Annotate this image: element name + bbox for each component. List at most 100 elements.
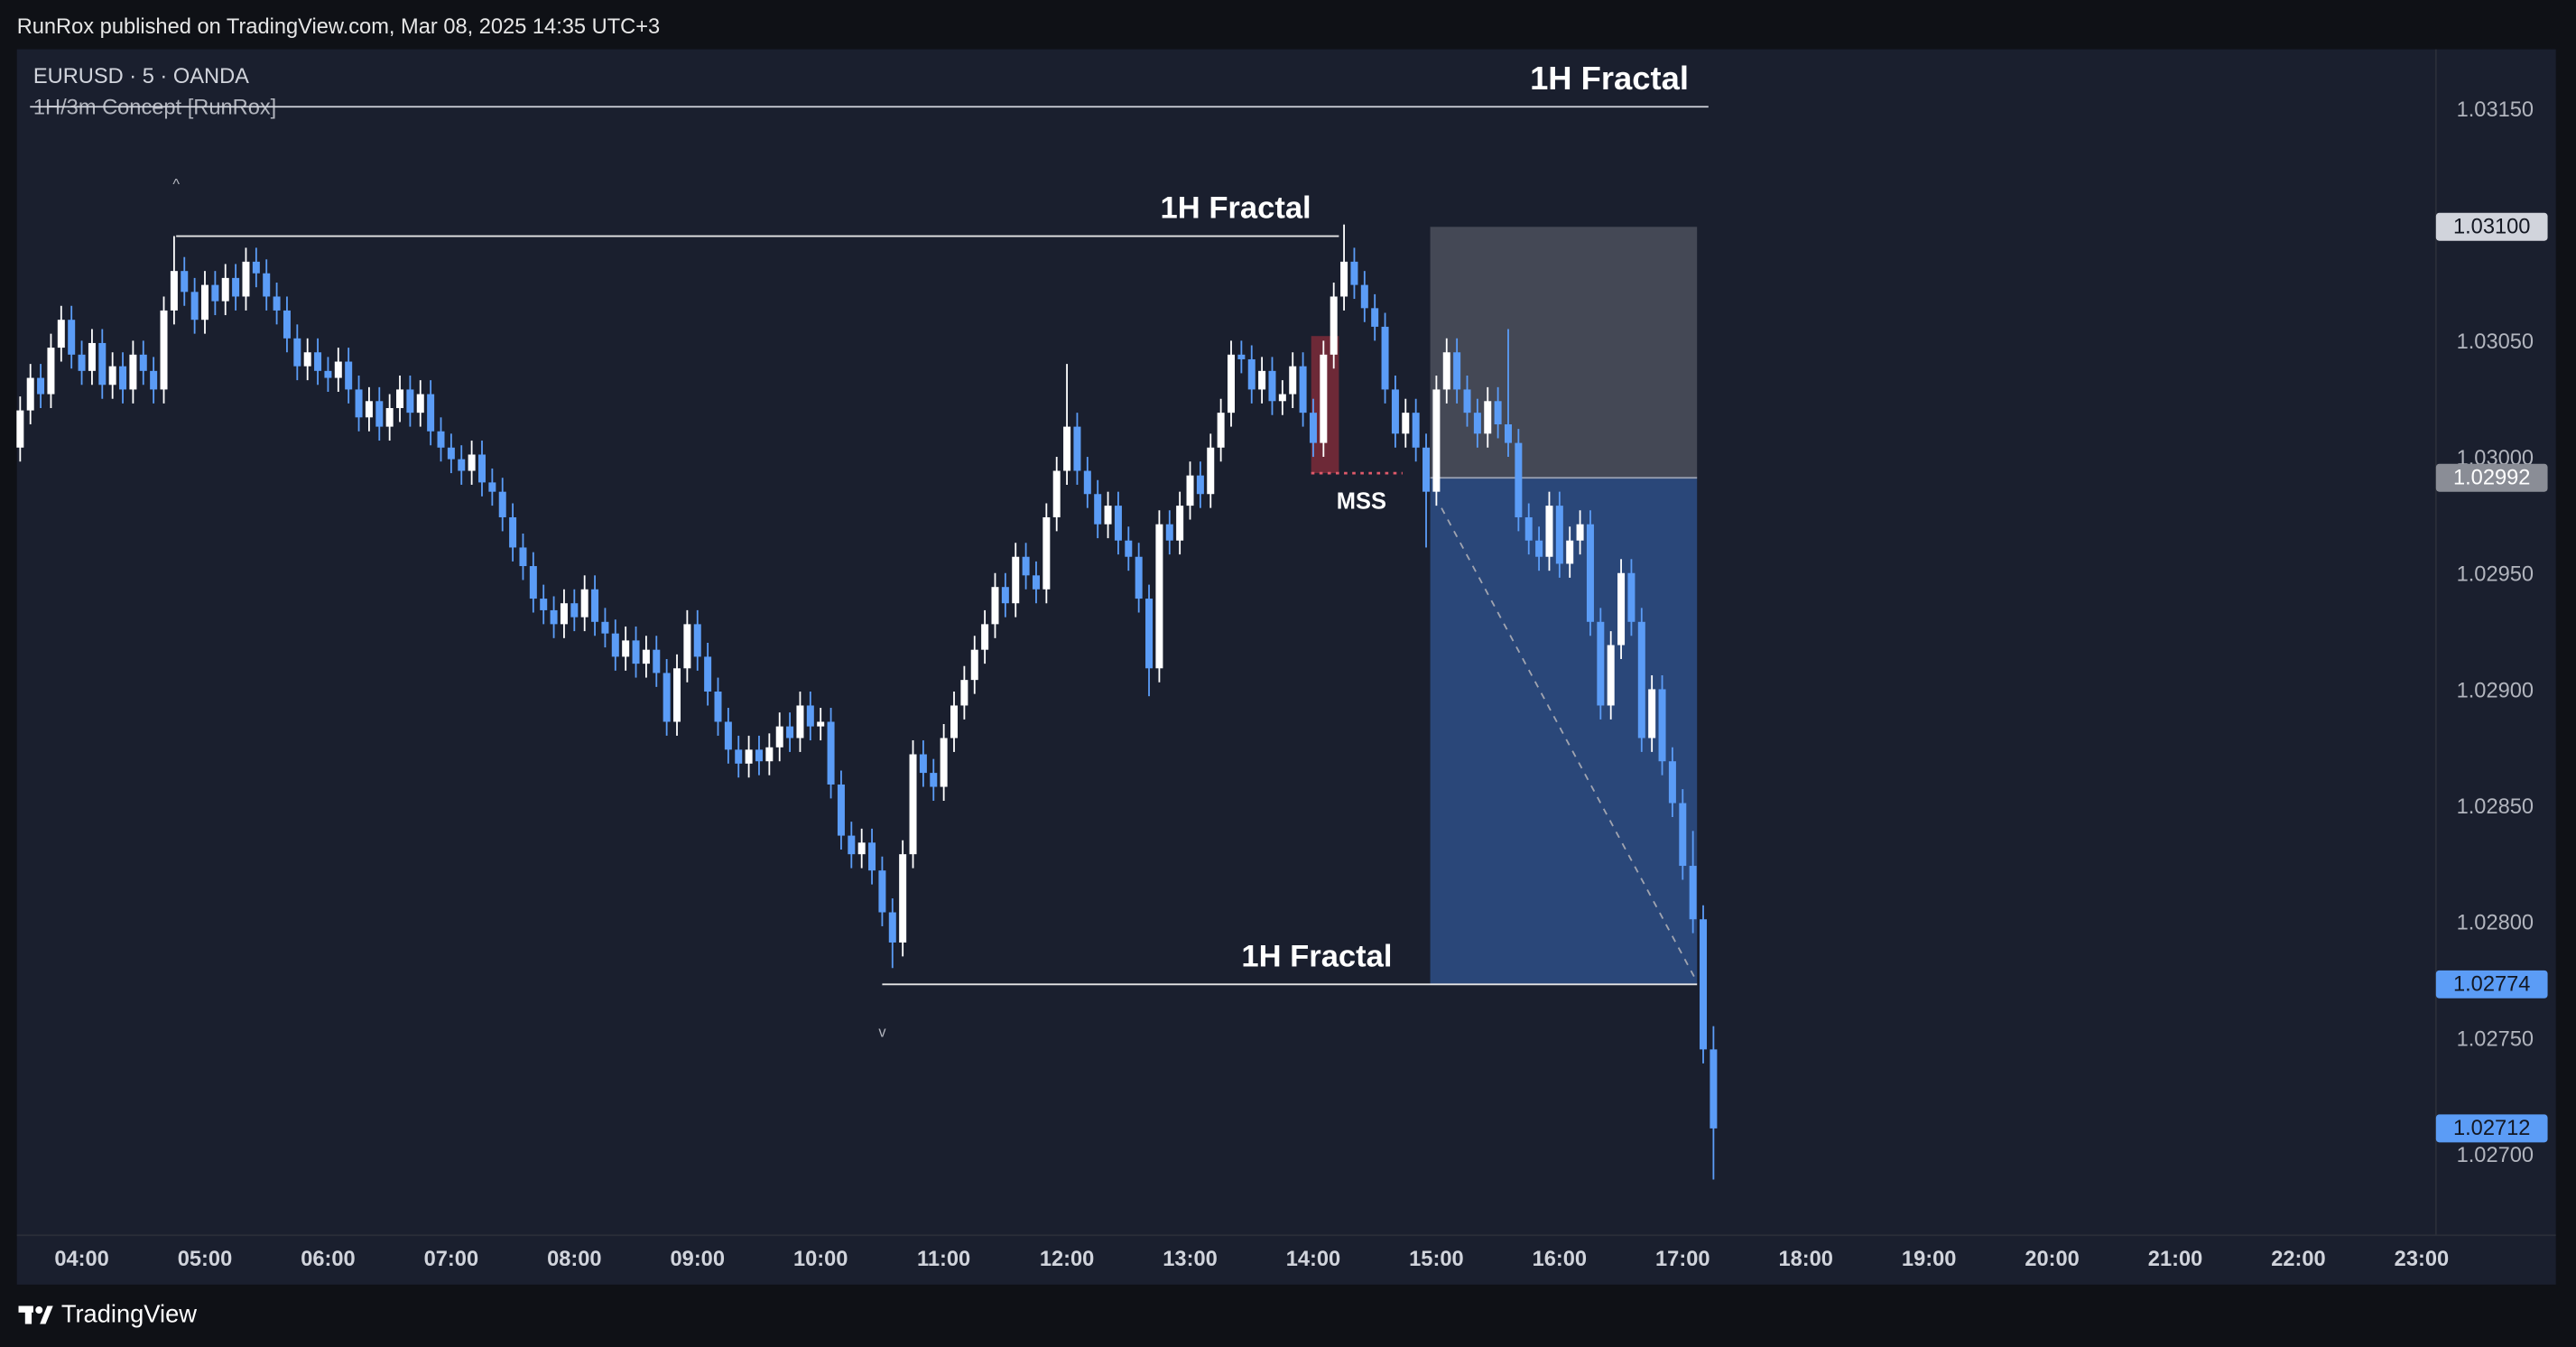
candle-body [848, 835, 856, 855]
candle-body [211, 284, 219, 302]
candle-body [540, 599, 548, 610]
candle-body [1340, 261, 1348, 297]
x-tick-label: 08:00 [547, 1248, 601, 1271]
y-tick-label: 1.03150 [2457, 98, 2534, 122]
price-badge [2435, 1114, 2548, 1143]
price-badge [2435, 212, 2548, 241]
candle-body [1442, 352, 1450, 390]
candle-body [1125, 540, 1133, 557]
candle-body [909, 754, 917, 855]
candle-body [960, 680, 968, 706]
candle-body [190, 292, 199, 320]
candle-body [396, 389, 404, 409]
candle-body [1320, 354, 1328, 443]
y-tick-label: 1.02800 [2457, 912, 2534, 935]
candle-body [345, 361, 353, 390]
candle-body [1648, 689, 1656, 739]
candle-body [1330, 296, 1338, 355]
candle-body [981, 624, 989, 650]
candle-body [16, 410, 24, 448]
candle-body [1165, 524, 1173, 541]
candle-body [1494, 401, 1502, 425]
candle-body [427, 394, 435, 432]
y-tick-label: 1.02750 [2457, 1027, 2534, 1051]
candle-body [1607, 645, 1615, 706]
candle-body [775, 726, 783, 748]
candle-body [1597, 621, 1605, 706]
candle-body [796, 705, 804, 739]
price-badge-label: 1.02774 [2453, 972, 2530, 996]
candle-body [1700, 919, 1708, 1050]
candle-body [868, 842, 876, 871]
candle-body [1012, 556, 1020, 604]
fractal-marker: v [878, 1025, 886, 1041]
y-tick-label: 1.02950 [2457, 563, 2534, 587]
candle-body [1535, 540, 1543, 557]
x-tick-label: 17:00 [1655, 1248, 1710, 1271]
candle-body [714, 692, 722, 722]
candle-body [88, 342, 96, 371]
indicator-title: 1H Fractal [1530, 60, 1689, 97]
candle-body [78, 354, 86, 371]
candle-body [1052, 470, 1061, 517]
candle-body [1391, 389, 1399, 434]
candle-body [1473, 413, 1481, 434]
candle-body [1258, 370, 1266, 390]
candle-body [1412, 413, 1420, 448]
candle-body [1309, 413, 1317, 443]
candle-body [580, 589, 588, 618]
candle-body [1032, 575, 1040, 590]
candle-body [1001, 587, 1009, 604]
candle-body [888, 912, 896, 943]
candle-body [591, 589, 599, 622]
candle-body [673, 668, 681, 722]
candle-body [458, 459, 466, 471]
fractal-marker: ^ [172, 176, 180, 192]
candle-body [437, 431, 445, 448]
candle-body [47, 348, 55, 395]
candle-body [991, 587, 999, 625]
candle-body [1196, 475, 1204, 495]
candle-body [1350, 261, 1358, 285]
candle-body [1268, 370, 1276, 402]
candle-body [181, 271, 189, 293]
candle-body [1617, 572, 1626, 646]
candle-body [1422, 447, 1431, 492]
mss-label: MSS [1337, 489, 1386, 515]
candle-body [570, 603, 579, 618]
y-tick-label: 1.02850 [2457, 795, 2534, 819]
x-tick-label: 15:00 [1409, 1248, 1463, 1271]
candle-body [488, 482, 496, 492]
x-tick-label: 20:00 [2025, 1248, 2079, 1271]
candle-body [735, 749, 743, 764]
candle-body [1114, 506, 1122, 541]
candle-body [1176, 506, 1184, 541]
x-tick-label: 18:00 [1778, 1248, 1832, 1271]
candle-body [139, 354, 147, 371]
candle-body [653, 649, 661, 674]
x-tick-label: 14:00 [1286, 1248, 1340, 1271]
candle-body [406, 389, 414, 413]
candle-body [878, 870, 886, 913]
candle-body [314, 352, 322, 371]
y-tick-label: 1.02900 [2457, 679, 2534, 702]
candle-body [519, 547, 527, 567]
candle-body [899, 854, 907, 943]
candle-body [1402, 413, 1410, 434]
candle-body [622, 640, 630, 657]
price-badge [2435, 970, 2548, 999]
x-tick-label: 11:00 [917, 1248, 970, 1271]
chart-pane [16, 49, 2556, 1285]
x-tick-label: 16:00 [1533, 1248, 1587, 1271]
price-badge-label: 1.03100 [2453, 215, 2530, 238]
candle-body [1637, 621, 1645, 739]
candle-body [1555, 506, 1563, 564]
candle-body [1217, 413, 1225, 448]
candle-body [355, 389, 363, 418]
candle-body [970, 649, 978, 681]
candle-body [837, 784, 845, 836]
candle-body [1710, 1049, 1718, 1129]
candle-body [263, 273, 271, 297]
